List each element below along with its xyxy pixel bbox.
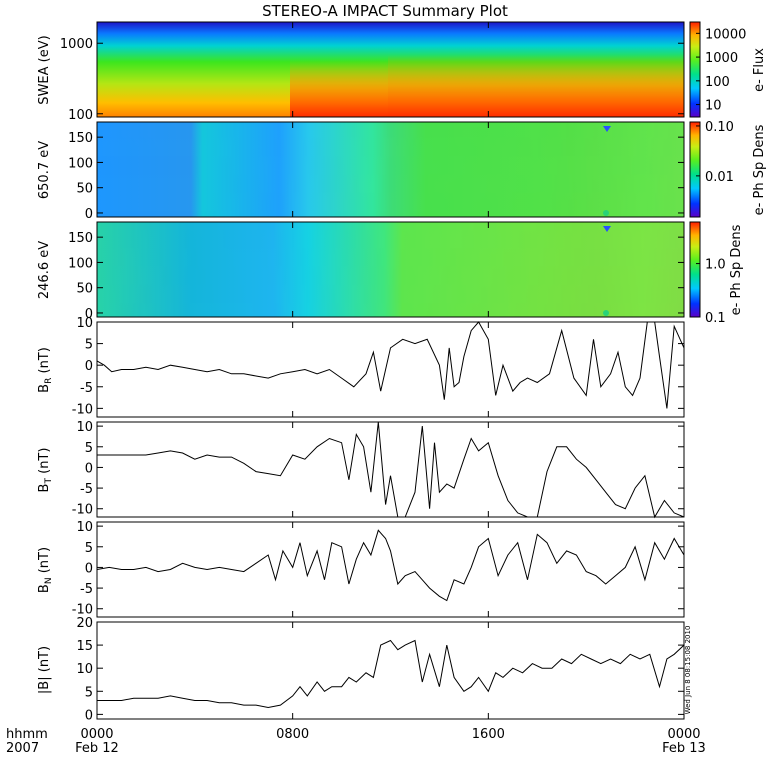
panel-bt: 10 5 0 -5 -10 BT (nT) [37, 420, 685, 519]
br-ytick-label: -10 [72, 402, 93, 417]
plot-title: STEREO-A IMPACT Summary Plot [262, 2, 508, 20]
babs-ytick-label: 5 [85, 685, 93, 700]
bn-y-axis: 10 5 0 -5 -10 [72, 520, 684, 618]
panel-br: 10 5 0 -5 -10 BR (nT) [37, 316, 685, 418]
swea-cbar-tick-label: 1000 [705, 51, 738, 66]
pad650-frame [96, 121, 685, 218]
pad246-blue-speck [603, 226, 611, 232]
br-ytick-label: 10 [76, 316, 93, 331]
swea-colorbar-ticks: 10000 1000 100 10 [696, 27, 746, 114]
pad650-y-axis: 150 100 50 0 [68, 131, 684, 222]
pad246-y-axis: 150 100 50 0 [68, 231, 684, 322]
swea-cbar-tick-label: 10 [705, 99, 722, 114]
swea-colorbar-label: e- Flux [752, 48, 767, 92]
bt-frame [96, 421, 685, 518]
timestamp: Wed Jun 8 08:15:08 2010 [684, 626, 692, 715]
panel-bn: 10 5 0 -5 -10 BN (nT) [37, 520, 685, 618]
br-ylabel: BR (nT) [37, 347, 54, 393]
time-tick-label: 0800 [276, 727, 309, 742]
babs-ylabel: |B| (nT) [37, 646, 52, 694]
swea-frame [96, 21, 685, 118]
pad650-cbar-tick-label: 0.10 [705, 120, 734, 135]
babs-trace [97, 639, 685, 709]
pad650-ytick-label: 50 [76, 182, 93, 197]
bn-ytick-label: -10 [72, 603, 93, 618]
pad650-ytick-label: 150 [68, 131, 93, 146]
panel-babs: 20 15 10 5 0 |B| (nT) Wed Jun 8 08:15:08 201… [37, 616, 692, 723]
footer-year: 2007 [6, 741, 39, 756]
br-frame [96, 321, 685, 418]
panel-pad650: 150 100 50 0 650.7 eV 0.10 0.01 e- Ph Sp Den… [37, 120, 767, 222]
panel-pad246: 150 100 50 0 246.6 eV 1.0 0.1 e- Ph Sp Dens [37, 221, 744, 326]
pad246-ytick-label: 0 [85, 307, 93, 322]
bt-ytick-label: 5 [85, 441, 93, 456]
pad650-ytick-label: 100 [68, 156, 93, 171]
pad650-blue-speck [603, 126, 611, 132]
swea-heatmap-enhancement [388, 55, 684, 117]
pad246-cbar-tick-label: 1.0 [705, 258, 726, 273]
pad650-ytick-label: 0 [85, 207, 93, 222]
swea-heatmap-enhancement [290, 60, 388, 117]
pad650-colorbar-label: e- Ph Sp Dens [752, 124, 767, 215]
pad650-green-speck [603, 210, 609, 216]
pad246-ytick-label: 50 [76, 282, 93, 297]
swea-ylabel: SWEA (eV) [37, 35, 52, 104]
bt-ytick-label: 0 [85, 461, 93, 476]
swea-cbar-tick-label: 100 [705, 75, 730, 90]
time-tick-label: 0000 [80, 727, 113, 742]
bt-ytick-label: -5 [80, 482, 93, 497]
time-tick-label: 0000 [667, 727, 700, 742]
swea-colorbar [690, 22, 700, 117]
bt-ylabel: BT (nT) [37, 448, 54, 493]
bn-trace [96, 529, 685, 602]
bt-ytick-label: -10 [72, 503, 93, 518]
pad650-colorbar-ticks: 0.10 0.01 [696, 120, 734, 185]
pad246-colorbar-ticks: 1.0 0.1 [696, 258, 726, 326]
bn-ytick-label: -5 [80, 582, 93, 597]
pad650-cbar-tick-label: 0.01 [705, 170, 734, 185]
babs-ytick-label: 20 [76, 616, 93, 631]
pad650-heatmap-lower [97, 122, 684, 217]
bn-ytick-label: 5 [85, 541, 93, 556]
bn-ytick-label: 10 [76, 520, 93, 535]
pad246-frame [96, 221, 685, 318]
panel-swea: 1000 100 SWEA (eV) 10000 1000 100 10 e- Flux [37, 21, 767, 123]
pad246-colorbar [690, 222, 700, 317]
babs-ytick-label: 15 [76, 639, 93, 654]
pad246-heatmap-lower [97, 222, 684, 317]
swea-y-axis: 1000 100 [60, 37, 684, 123]
babs-ytick-label: 10 [76, 662, 93, 677]
br-ytick-label: -5 [80, 381, 93, 396]
pad650-colorbar [690, 122, 700, 217]
swea-ytick-label: 100 [68, 108, 93, 123]
time-tick-date: Feb 12 [75, 741, 119, 756]
br-y-axis: 10 5 0 -5 -10 [72, 316, 684, 417]
bn-ytick-label: 0 [85, 561, 93, 576]
time-tick-label: 1600 [472, 727, 505, 742]
footer-hhmm: hhmm [6, 727, 48, 742]
babs-frame [96, 621, 685, 720]
pad246-green-speck [603, 310, 609, 316]
pad246-ylabel: 246.6 eV [37, 241, 52, 299]
bn-frame [96, 521, 685, 618]
babs-ytick-label: 0 [85, 708, 93, 723]
pad246-ytick-label: 100 [68, 256, 93, 271]
swea-ytick-label: 1000 [60, 37, 93, 52]
babs-y-axis: 20 15 10 5 0 [76, 616, 684, 723]
pad246-cbar-tick-label: 0.1 [705, 311, 726, 326]
br-trace [96, 321, 685, 409]
bt-ytick-label: 10 [76, 420, 93, 435]
br-ytick-label: 5 [85, 338, 93, 353]
swea-cbar-tick-label: 10000 [705, 27, 746, 42]
bt-y-axis: 10 5 0 -5 -10 [72, 420, 684, 518]
bn-ylabel: BN (nT) [37, 547, 54, 593]
pad246-colorbar-label: e- Ph Sp Dens [729, 224, 744, 315]
pad246-ytick-label: 150 [68, 231, 93, 246]
time-tick-date: Feb 13 [662, 741, 706, 756]
br-ytick-label: 0 [85, 359, 93, 374]
bt-trace [97, 421, 685, 519]
pad650-ylabel: 650.7 eV [37, 141, 52, 199]
